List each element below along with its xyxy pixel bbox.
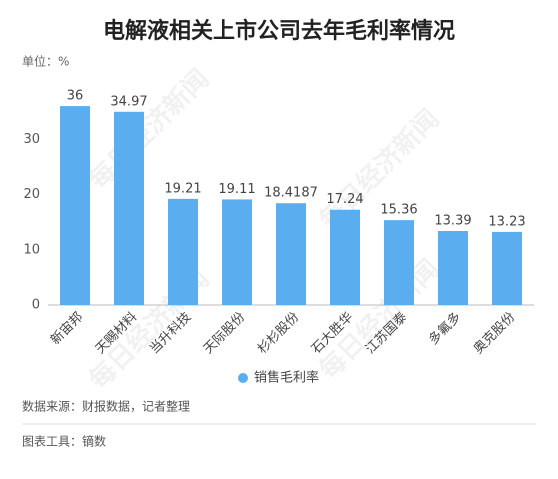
bar — [276, 203, 306, 305]
value-label: 13.39 — [434, 214, 471, 229]
unit-label: 单位：% — [22, 54, 69, 69]
chart-title: 电解液相关上市公司去年毛利率情况 — [103, 18, 455, 44]
tool: 图表工具：镝数 — [22, 434, 106, 449]
value-label: 15.36 — [380, 203, 417, 218]
value-label: 18.4187 — [264, 186, 318, 201]
bar — [330, 209, 360, 305]
y-tick-label: 0 — [32, 298, 40, 313]
legend-label: 销售毛利率 — [254, 370, 319, 386]
bar — [168, 198, 198, 305]
bar — [222, 199, 252, 305]
value-label: 17.24 — [326, 192, 363, 207]
bar — [438, 231, 468, 305]
value-label: 13.23 — [488, 214, 525, 229]
y-tick-label: 10 — [23, 242, 40, 257]
value-label: 34.97 — [110, 94, 147, 109]
bar — [114, 111, 144, 306]
bar — [60, 106, 90, 305]
legend-marker — [238, 373, 248, 383]
value-label: 19.11 — [218, 182, 255, 197]
value-label: 19.21 — [164, 181, 201, 196]
bar — [492, 231, 522, 305]
y-tick-label: 30 — [23, 132, 40, 147]
y-tick-label: 20 — [23, 187, 40, 202]
value-label: 36 — [67, 89, 84, 104]
bar — [384, 220, 414, 305]
source: 数据来源：财报数据，记者整理 — [22, 399, 190, 414]
